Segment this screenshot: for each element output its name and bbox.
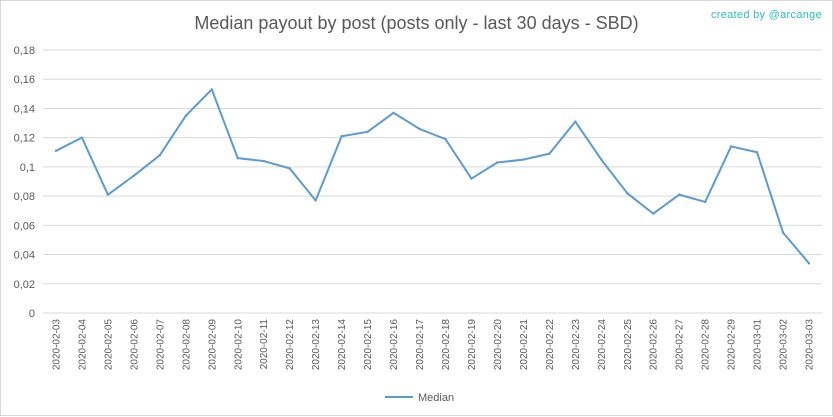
x-tick-label: 2020-03-03 bbox=[805, 319, 816, 371]
data-point bbox=[496, 161, 499, 164]
y-tick-label: 0 bbox=[29, 308, 35, 320]
x-tick-label: 2020-02-19 bbox=[467, 319, 478, 371]
x-tick-label: 2020-02-08 bbox=[181, 319, 192, 371]
data-point bbox=[600, 158, 603, 161]
x-tick-label: 2020-02-23 bbox=[571, 319, 582, 371]
data-point bbox=[158, 154, 162, 157]
chart-title: Median payout by post (posts only - last… bbox=[194, 13, 639, 33]
x-tick-label: 2020-02-21 bbox=[519, 319, 530, 371]
y-tick-label: 0,16 bbox=[14, 74, 35, 86]
x-tick-label: 2020-02-03 bbox=[51, 319, 62, 371]
y-tick-label: 0,18 bbox=[14, 45, 35, 57]
data-point bbox=[132, 174, 136, 177]
data-point bbox=[340, 135, 343, 138]
y-tick-label: 0,12 bbox=[14, 133, 35, 145]
legend: Median bbox=[385, 392, 454, 404]
y-tick-label: 0,1 bbox=[20, 162, 35, 174]
x-tick-label: 2020-03-02 bbox=[779, 319, 790, 371]
legend-label: Median bbox=[418, 392, 454, 404]
y-tick-label: 0,06 bbox=[14, 220, 35, 232]
data-point bbox=[470, 177, 473, 180]
data-point bbox=[392, 111, 395, 115]
data-point bbox=[106, 193, 110, 196]
y-tick-label: 0,08 bbox=[14, 191, 35, 203]
data-point bbox=[80, 136, 84, 139]
x-tick-label: 2020-02-14 bbox=[337, 319, 348, 371]
x-tick-label: 2020-02-25 bbox=[623, 319, 634, 371]
x-tick-label: 2020-02-16 bbox=[389, 319, 400, 371]
data-point bbox=[677, 193, 681, 196]
x-tick-label: 2020-02-17 bbox=[415, 319, 426, 371]
x-tick-label: 2020-02-20 bbox=[493, 319, 504, 371]
data-point bbox=[184, 114, 188, 117]
x-tick-label: 2020-02-24 bbox=[597, 319, 608, 371]
x-tick-label: 2020-02-05 bbox=[103, 319, 114, 371]
credit-label: created by @arcange bbox=[710, 9, 822, 21]
data-point bbox=[444, 137, 447, 141]
data-point bbox=[314, 199, 317, 202]
data-point bbox=[574, 120, 577, 123]
x-tick-label: 2020-02-18 bbox=[441, 319, 452, 371]
x-tick-label: 2020-02-29 bbox=[727, 319, 738, 371]
data-point bbox=[729, 145, 733, 148]
x-tick-label: 2020-02-28 bbox=[701, 319, 712, 371]
gridlines bbox=[43, 49, 822, 314]
x-tick-label: 2020-02-12 bbox=[285, 319, 296, 371]
data-point bbox=[236, 156, 239, 160]
x-tick-label: 2020-02-26 bbox=[649, 319, 660, 371]
y-tick-label: 0,02 bbox=[14, 279, 35, 291]
x-tick-label: 2020-02-15 bbox=[363, 319, 374, 371]
x-tick-label: 2020-02-10 bbox=[233, 319, 244, 371]
series-line-median bbox=[55, 88, 810, 264]
x-tick-label: 2020-03-01 bbox=[753, 319, 764, 371]
data-point bbox=[288, 167, 291, 170]
data-point bbox=[703, 200, 707, 204]
data-point bbox=[262, 159, 265, 163]
x-tick-label: 2020-02-06 bbox=[129, 319, 140, 371]
data-point bbox=[548, 152, 551, 155]
data-point bbox=[755, 151, 759, 154]
data-point bbox=[781, 231, 785, 234]
data-point bbox=[652, 212, 655, 215]
y-tick-label: 0,14 bbox=[14, 103, 35, 115]
x-tick-label: 2020-02-11 bbox=[259, 319, 270, 370]
x-tick-label: 2020-02-13 bbox=[311, 319, 322, 371]
data-point bbox=[522, 158, 525, 161]
data-point bbox=[54, 149, 58, 153]
y-tick-label: 0,04 bbox=[14, 250, 35, 262]
x-tick-label: 2020-02-22 bbox=[545, 319, 556, 371]
x-tick-label: 2020-02-07 bbox=[155, 319, 166, 371]
x-tick-label: 2020-02-04 bbox=[77, 319, 88, 371]
data-point bbox=[418, 127, 421, 131]
x-tick-label: 2020-02-27 bbox=[675, 319, 686, 371]
data-point bbox=[210, 88, 213, 91]
data-point bbox=[366, 130, 369, 134]
data-point bbox=[626, 191, 629, 195]
x-tick-label: 2020-02-09 bbox=[207, 319, 218, 371]
data-point bbox=[807, 262, 811, 265]
